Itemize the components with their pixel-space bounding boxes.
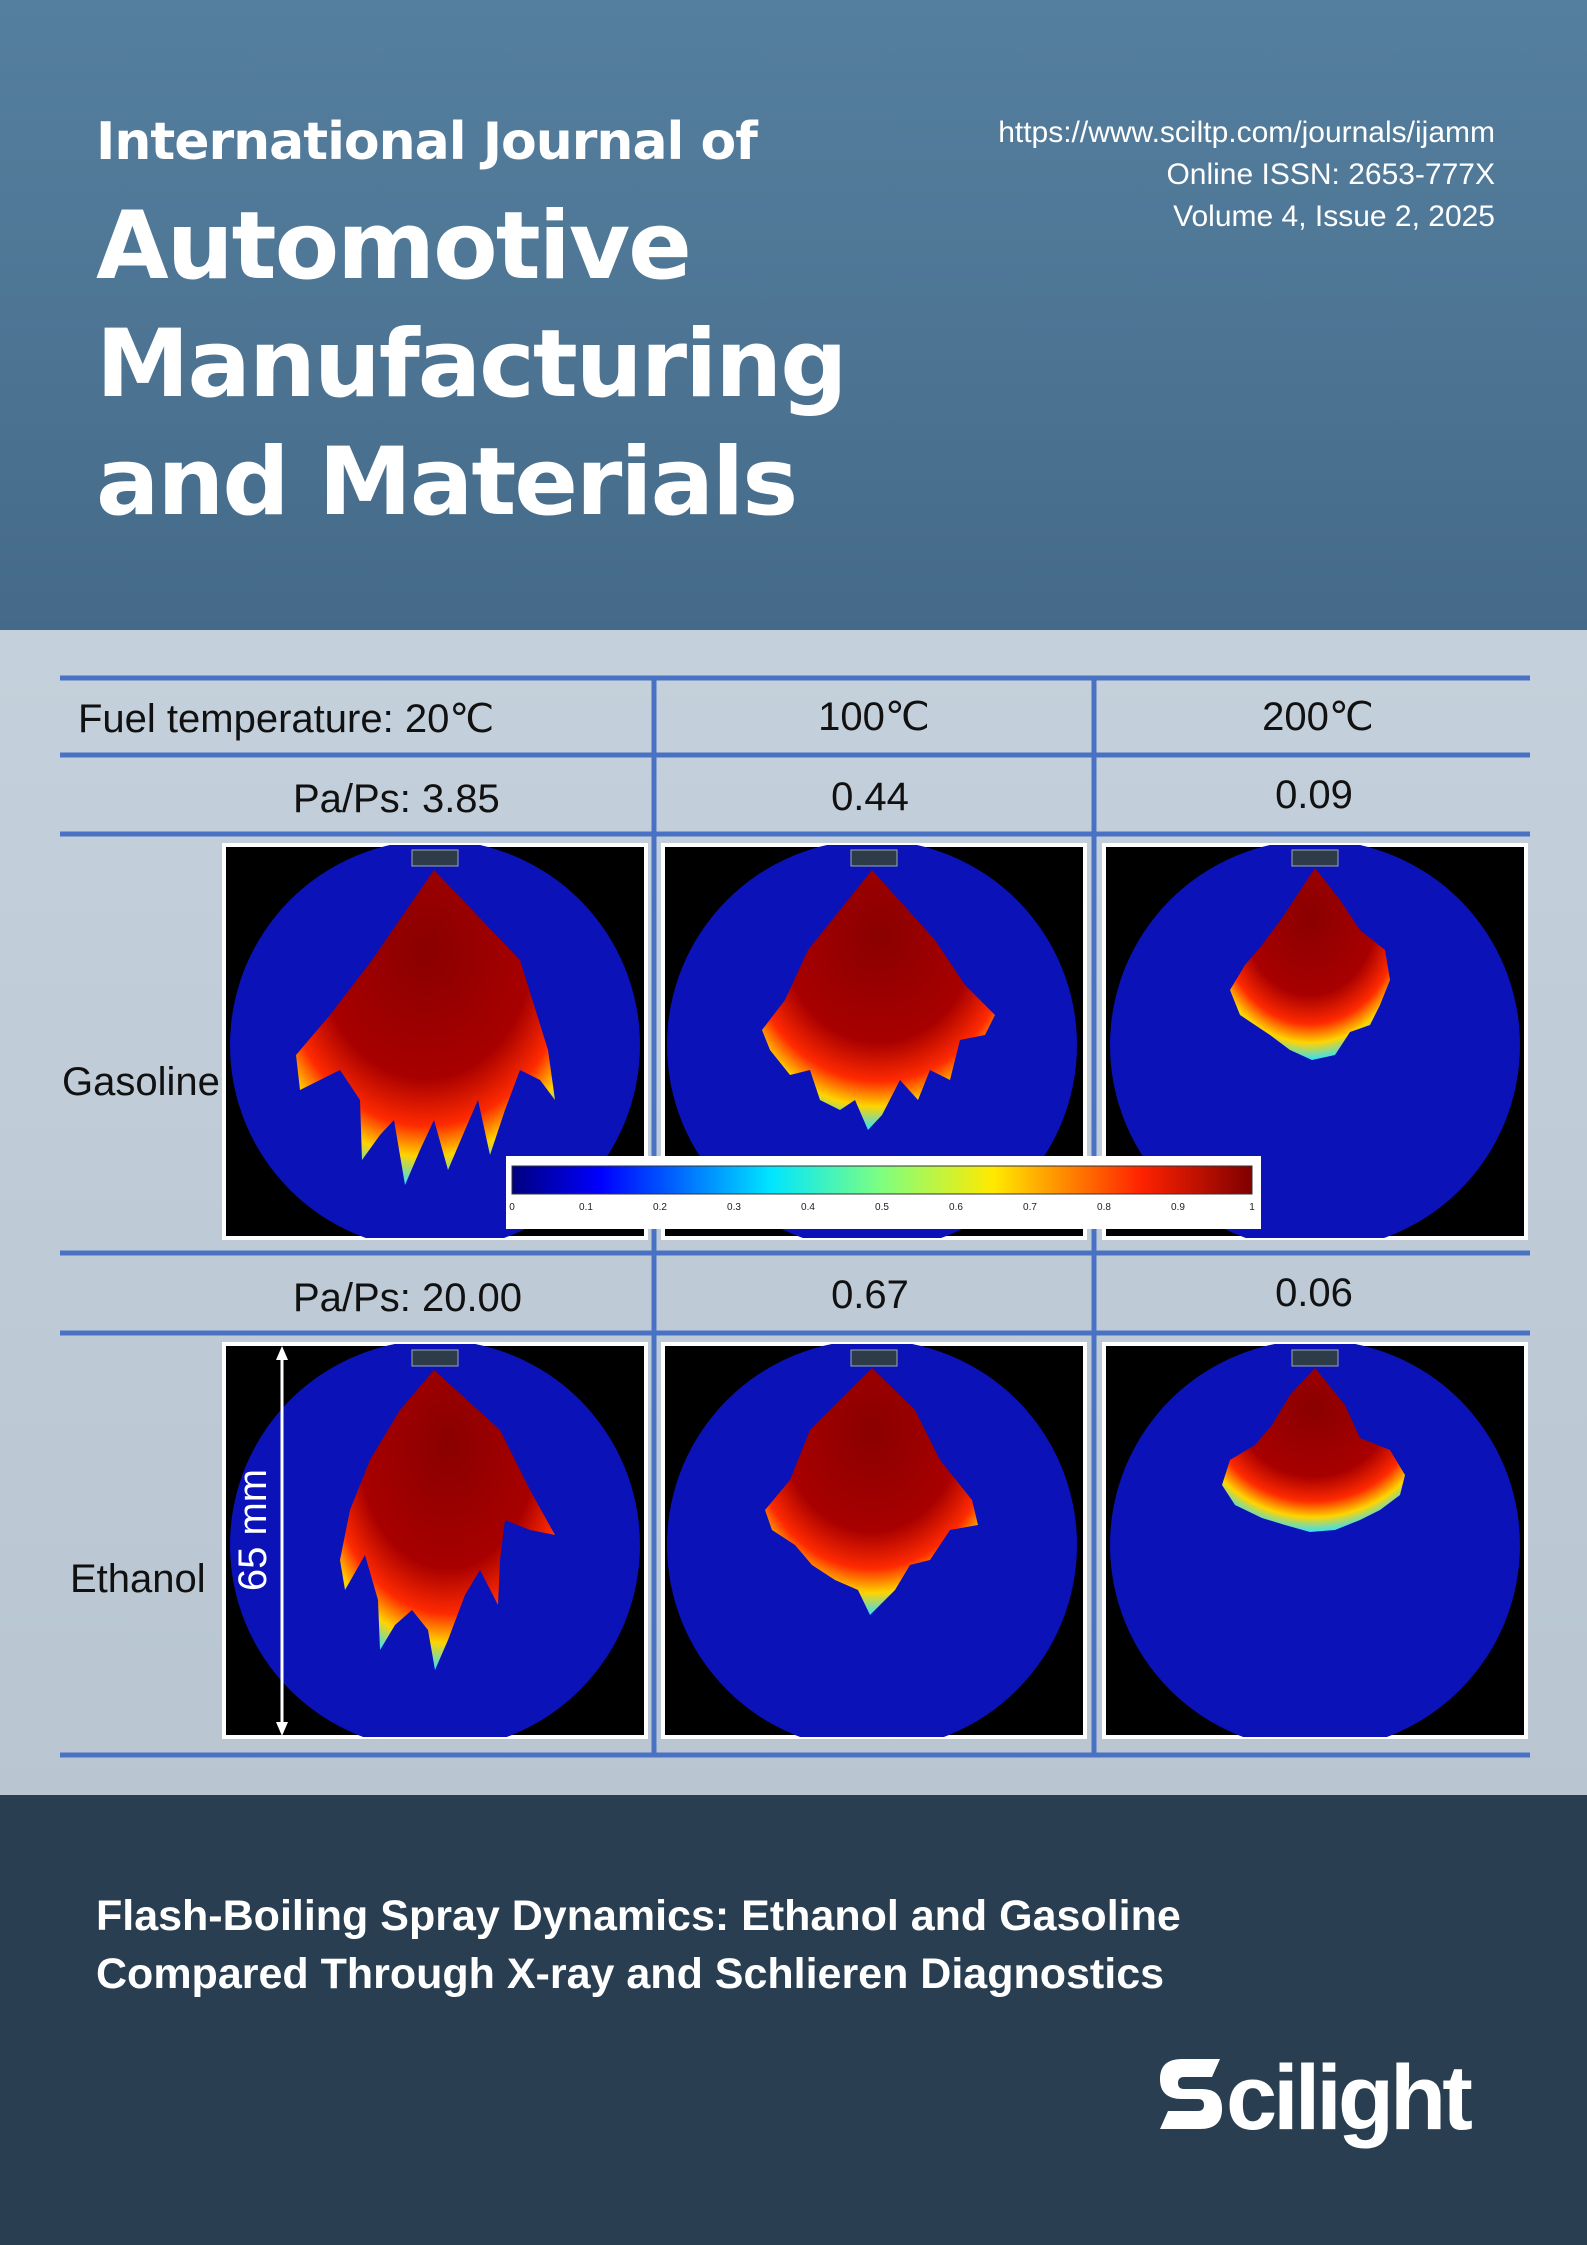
scale-bar: 65 mm [231, 1346, 288, 1736]
fuel-label-gasoline: Gasoline [62, 1060, 220, 1104]
journal-name: Automotive Manufacturing and Materials [96, 188, 847, 542]
colorbar-tick-label: 0.3 [727, 1202, 741, 1213]
cover-figure: Fuel temperature: 20℃ 100℃ 200℃ Pa/Ps: 3… [0, 630, 1587, 1795]
article-title-line-2: Compared Through X-ray and Schlieren Dia… [96, 1950, 1165, 1998]
scale-bar-label: 65 mm [231, 1469, 275, 1591]
fuel-label-ethanol: Ethanol [70, 1557, 206, 1601]
publisher-wordmark: cilight [1226, 2047, 1472, 2149]
cover-footer: Flash-Boiling Spray Dynamics: Ethanol an… [0, 1795, 1587, 2245]
header-100c: 100℃ [818, 695, 930, 739]
article-title-line-1: Flash-Boiling Spray Dynamics: Ethanol an… [96, 1892, 1181, 1940]
spray-image-ethanol-20c [222, 1342, 648, 1739]
journal-name-line-3: and Materials [96, 428, 798, 537]
journal-name-line-1: Automotive [96, 192, 692, 301]
journal-url[interactable]: https://www.sciltp.com/journals/ijamm [998, 116, 1495, 149]
spray-figure: Fuel temperature: 20℃ 100℃ 200℃ Pa/Ps: 3… [60, 675, 1530, 1758]
colorbar-tick-label: 0.5 [875, 1202, 889, 1213]
colorbar-tick-label: 0 [509, 1202, 515, 1213]
cover-header: International Journal of Automotive Manu… [0, 0, 1587, 630]
ratio-ethanol-200c: 0.06 [1275, 1271, 1353, 1315]
journal-name-line-2: Manufacturing [96, 310, 847, 419]
ratio-ethanol-100c: 0.67 [831, 1273, 909, 1317]
journal-prefix: International Journal of [96, 112, 758, 172]
colorbar: 0 0.1 0.2 0.3 0.4 0.5 0.6 0.7 0.8 0.9 1 [506, 1156, 1261, 1229]
journal-meta: https://www.sciltp.com/journals/ijamm On… [998, 112, 1495, 238]
journal-issn: Online ISSN: 2653-777X [1166, 158, 1495, 191]
article-title: Flash-Boiling Spray Dynamics: Ethanol an… [96, 1887, 1396, 2003]
colorbar-tick-label: 0.7 [1023, 1202, 1037, 1213]
spray-image-ethanol-100c [661, 1342, 1087, 1739]
publisher-logo: cilight [1150, 2039, 1495, 2149]
ratio-gasoline-100c: 0.44 [831, 775, 909, 819]
journal-volume-issue: Volume 4, Issue 2, 2025 [1173, 200, 1495, 233]
colorbar-ticks: 0 0.1 0.2 0.3 0.4 0.5 0.6 0.7 0.8 0.9 1 [509, 1202, 1255, 1213]
ratio-ethanol-20c: Pa/Ps: 20.00 [293, 1276, 522, 1320]
spray-image-gasoline-200c [1102, 843, 1528, 1240]
colorbar-tick-label: 1 [1249, 1202, 1255, 1213]
colorbar-tick-label: 0.6 [949, 1202, 963, 1213]
colorbar-tick-label: 0.2 [653, 1202, 667, 1213]
header-200c: 200℃ [1262, 695, 1374, 739]
publisher-logo-svg: cilight [1160, 2047, 1476, 2149]
header-fuel-temperature: Fuel temperature: 20℃ [78, 697, 494, 741]
ratio-gasoline-20c: Pa/Ps: 3.85 [293, 777, 500, 821]
ratio-gasoline-200c: 0.09 [1275, 773, 1353, 817]
colorbar-tick-label: 0.1 [579, 1202, 593, 1213]
table-grid [60, 675, 1530, 1758]
colorbar-tick-label: 0.4 [801, 1202, 815, 1213]
scilight-s-mark [1160, 2059, 1222, 2129]
colorbar-tick-label: 0.8 [1097, 1202, 1111, 1213]
spray-image-ethanol-200c [1102, 1342, 1528, 1739]
colorbar-tick-label: 0.9 [1171, 1202, 1185, 1213]
